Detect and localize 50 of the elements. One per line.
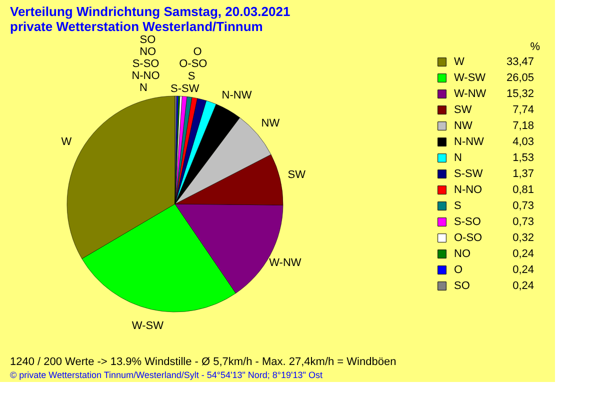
slice-label: W-NW	[269, 256, 302, 269]
legend-label: N	[454, 152, 462, 164]
slice-label: SW	[288, 169, 306, 182]
data-label: 7,18	[512, 120, 534, 132]
data-label: 0,24	[512, 264, 534, 276]
data-label: 1,37	[512, 168, 534, 180]
text: 1240 / 200 Werte -> 13.9% Windstille - Ø 5,7km/h - Max. 27,4km/h = Windböen	[10, 356, 396, 368]
legend-label: W	[454, 56, 465, 68]
data-label: 0,73	[512, 216, 534, 228]
slice-label: N-NW	[222, 89, 252, 102]
data-label: 4,03	[512, 136, 534, 148]
category-label: O	[193, 46, 202, 58]
legend-label: N-NW	[454, 136, 485, 148]
legend-label: N-NO	[454, 184, 483, 196]
data-label: 0,73	[512, 200, 534, 212]
legend-label: NW	[454, 120, 473, 132]
slice-label: S	[188, 70, 196, 82]
legend-title: %	[530, 41, 540, 53]
chart-subtitle: private Wetterstation Westerland/Tinnum	[10, 19, 263, 34]
legend-label: W-NW	[454, 88, 487, 100]
data-label: 33,47	[506, 56, 534, 68]
legend-label: S	[454, 200, 462, 212]
legend-label: O-SO	[454, 232, 483, 244]
data-label: 15,32	[506, 88, 534, 100]
slice-label: O-SO	[179, 58, 208, 70]
slice-label: W	[61, 136, 72, 148]
category-label: N	[139, 82, 148, 94]
data-label: 26,05	[506, 72, 534, 84]
legend-label: O	[454, 264, 463, 276]
legend-label: SW	[454, 104, 472, 116]
category-label: SO	[140, 34, 156, 46]
legend-label: W-SW	[454, 72, 486, 84]
data-label: 0,24	[512, 248, 534, 260]
category-label: N-NO	[132, 70, 160, 82]
text: © private Wetterstation Tinnum/Westerland/Sylt - 54°54'13" Nord; 8°19'13" Ost	[10, 370, 323, 380]
data-label: 0,32	[512, 232, 534, 244]
slice-label: NW	[261, 117, 280, 130]
legend-label: S-SW	[454, 168, 484, 180]
category-label: S-SW	[170, 83, 200, 96]
slice-label: W-SW	[132, 320, 164, 332]
category-label: S-SO	[132, 58, 160, 70]
legend-label: NO	[454, 248, 471, 260]
data-label: 0,81	[512, 184, 534, 196]
data-label: 7,74	[512, 104, 534, 116]
chart-title: Verteilung Windrichtung Samstag, 20.03.2021	[10, 4, 290, 20]
data-label: 1,53	[512, 152, 534, 164]
category-label: NO	[140, 46, 156, 58]
legend-label: SO	[454, 280, 470, 292]
data-label: 0,24	[512, 280, 534, 292]
legend-label: S-SO	[454, 216, 482, 228]
